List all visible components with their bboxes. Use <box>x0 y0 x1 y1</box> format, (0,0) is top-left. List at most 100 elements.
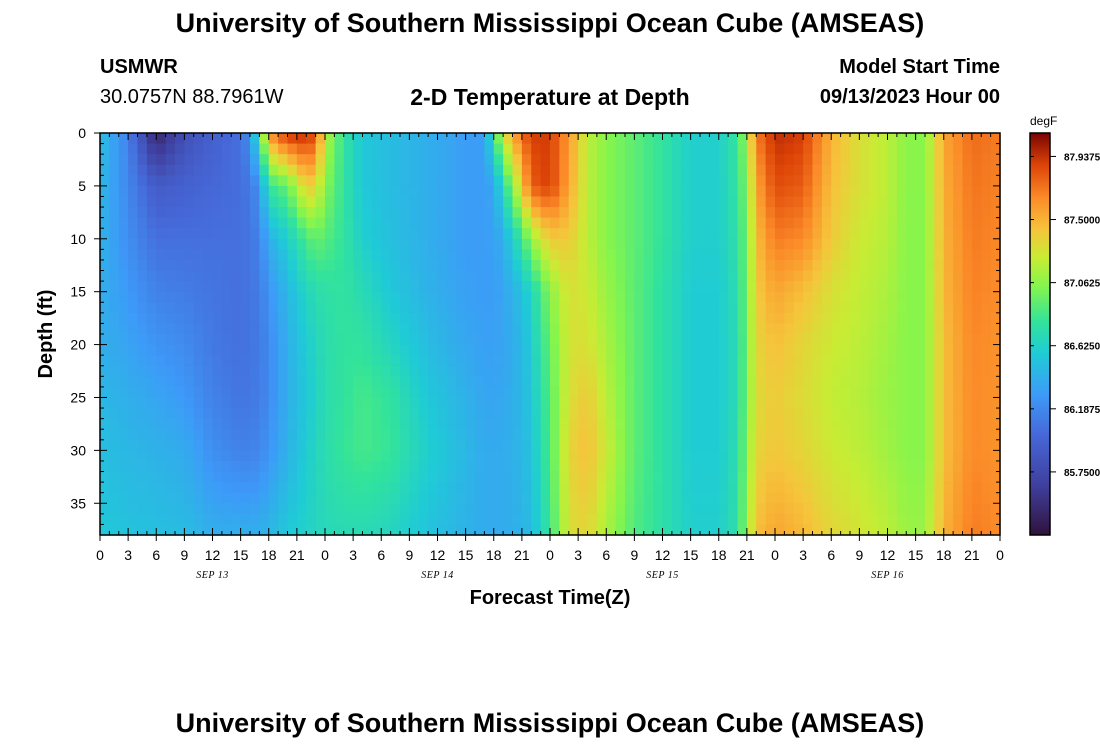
heatmap-cell <box>784 143 795 155</box>
heatmap-cell <box>268 291 279 303</box>
heatmap-cell <box>371 217 382 229</box>
heatmap-cell <box>409 175 420 187</box>
heatmap-cell <box>662 397 673 409</box>
heatmap-cell <box>484 408 495 420</box>
heatmap-cell <box>953 386 964 399</box>
heatmap-cell <box>381 249 392 261</box>
heatmap-cell <box>296 397 307 409</box>
heatmap-cell <box>615 408 626 420</box>
heatmap-cell <box>756 513 767 526</box>
heatmap-cell <box>803 312 814 325</box>
heatmap-cell <box>521 249 532 261</box>
heatmap-cell <box>559 238 570 250</box>
heatmap-cell <box>465 185 476 198</box>
heatmap-cell <box>681 450 692 462</box>
heatmap-cell <box>568 429 579 441</box>
heatmap-cell <box>784 450 795 462</box>
heatmap-cell <box>278 323 289 335</box>
heatmap-cell <box>775 164 785 176</box>
heatmap-cell <box>465 133 476 145</box>
heatmap-cell <box>803 196 814 208</box>
heatmap-cell <box>587 513 598 526</box>
heatmap-cell <box>896 196 907 208</box>
heatmap-cell <box>896 418 907 430</box>
heatmap-cell <box>456 143 467 155</box>
heatmap-cell <box>343 418 354 430</box>
heatmap-cell <box>765 397 776 409</box>
heatmap-cell <box>240 312 251 325</box>
heatmap-cell <box>184 217 195 229</box>
heatmap-cell <box>925 450 935 462</box>
heatmap-cell <box>156 450 167 462</box>
heatmap-cell <box>746 217 757 229</box>
heatmap-cell <box>943 228 954 240</box>
heatmap-cell <box>203 196 214 208</box>
heatmap-cell <box>184 133 195 145</box>
heatmap-cell <box>868 196 879 208</box>
heatmap-cell <box>250 365 260 377</box>
heatmap-cell <box>400 397 410 409</box>
heatmap-cell <box>390 249 401 261</box>
heatmap-cell <box>953 376 964 388</box>
heatmap-cell <box>653 344 664 356</box>
heatmap-cell <box>728 344 739 356</box>
heatmap-cell <box>100 196 110 208</box>
heatmap-cell <box>587 482 598 494</box>
heatmap-cell <box>596 386 607 399</box>
heatmap-cell <box>362 376 373 388</box>
heatmap-cell <box>521 196 532 208</box>
heatmap-cell <box>503 429 514 441</box>
x-tick-label: 6 <box>827 547 835 563</box>
heatmap-cell <box>821 376 832 388</box>
heatmap-cell <box>615 207 626 219</box>
heatmap-cell <box>962 164 973 176</box>
heatmap-cell <box>193 143 204 155</box>
heatmap-cell <box>971 460 982 473</box>
heatmap-cell <box>690 524 701 536</box>
heatmap-cell <box>437 365 448 377</box>
heatmap-cell <box>606 471 617 483</box>
heatmap-cell <box>784 365 795 377</box>
heatmap-cell <box>325 355 335 367</box>
heatmap-cell <box>203 133 214 145</box>
heatmap-cell <box>709 524 720 536</box>
heatmap-cell <box>878 503 889 515</box>
heatmap-cell <box>268 397 279 409</box>
heatmap-cell <box>250 482 260 494</box>
heatmap-cell <box>221 249 232 261</box>
heatmap-cell <box>662 228 673 240</box>
heatmap-cell <box>203 217 214 229</box>
heatmap-cell <box>756 143 767 155</box>
heatmap-cell <box>981 439 992 451</box>
heatmap-cell <box>456 133 467 145</box>
heatmap-cell <box>268 281 279 293</box>
heatmap-cell <box>268 450 279 462</box>
heatmap-cell <box>203 281 214 293</box>
heatmap-cell <box>418 460 429 473</box>
heatmap-cell <box>325 365 335 377</box>
heatmap-cell <box>915 513 926 526</box>
heatmap-cell <box>793 408 804 420</box>
heatmap-cell <box>990 175 1001 187</box>
heatmap-cell <box>128 207 139 219</box>
heatmap-cell <box>465 270 476 282</box>
heatmap-cell <box>512 365 523 377</box>
heatmap-cell <box>587 429 598 441</box>
heatmap-cell <box>268 323 279 335</box>
heatmap-cell <box>718 207 729 219</box>
heatmap-cell <box>250 376 260 388</box>
heatmap-cell <box>587 397 598 409</box>
heatmap-cell <box>165 281 176 293</box>
heatmap-cell <box>446 291 457 303</box>
heatmap-cell <box>559 228 570 240</box>
heatmap-cell <box>475 133 485 145</box>
heatmap-cell <box>325 513 335 526</box>
heatmap-cell <box>109 323 120 335</box>
heatmap-cell <box>943 408 954 420</box>
heatmap-cell <box>418 376 429 388</box>
heatmap-cell <box>962 291 973 303</box>
heatmap-cell <box>587 323 598 335</box>
heatmap-cell <box>503 164 514 176</box>
heatmap-cell <box>625 524 635 536</box>
